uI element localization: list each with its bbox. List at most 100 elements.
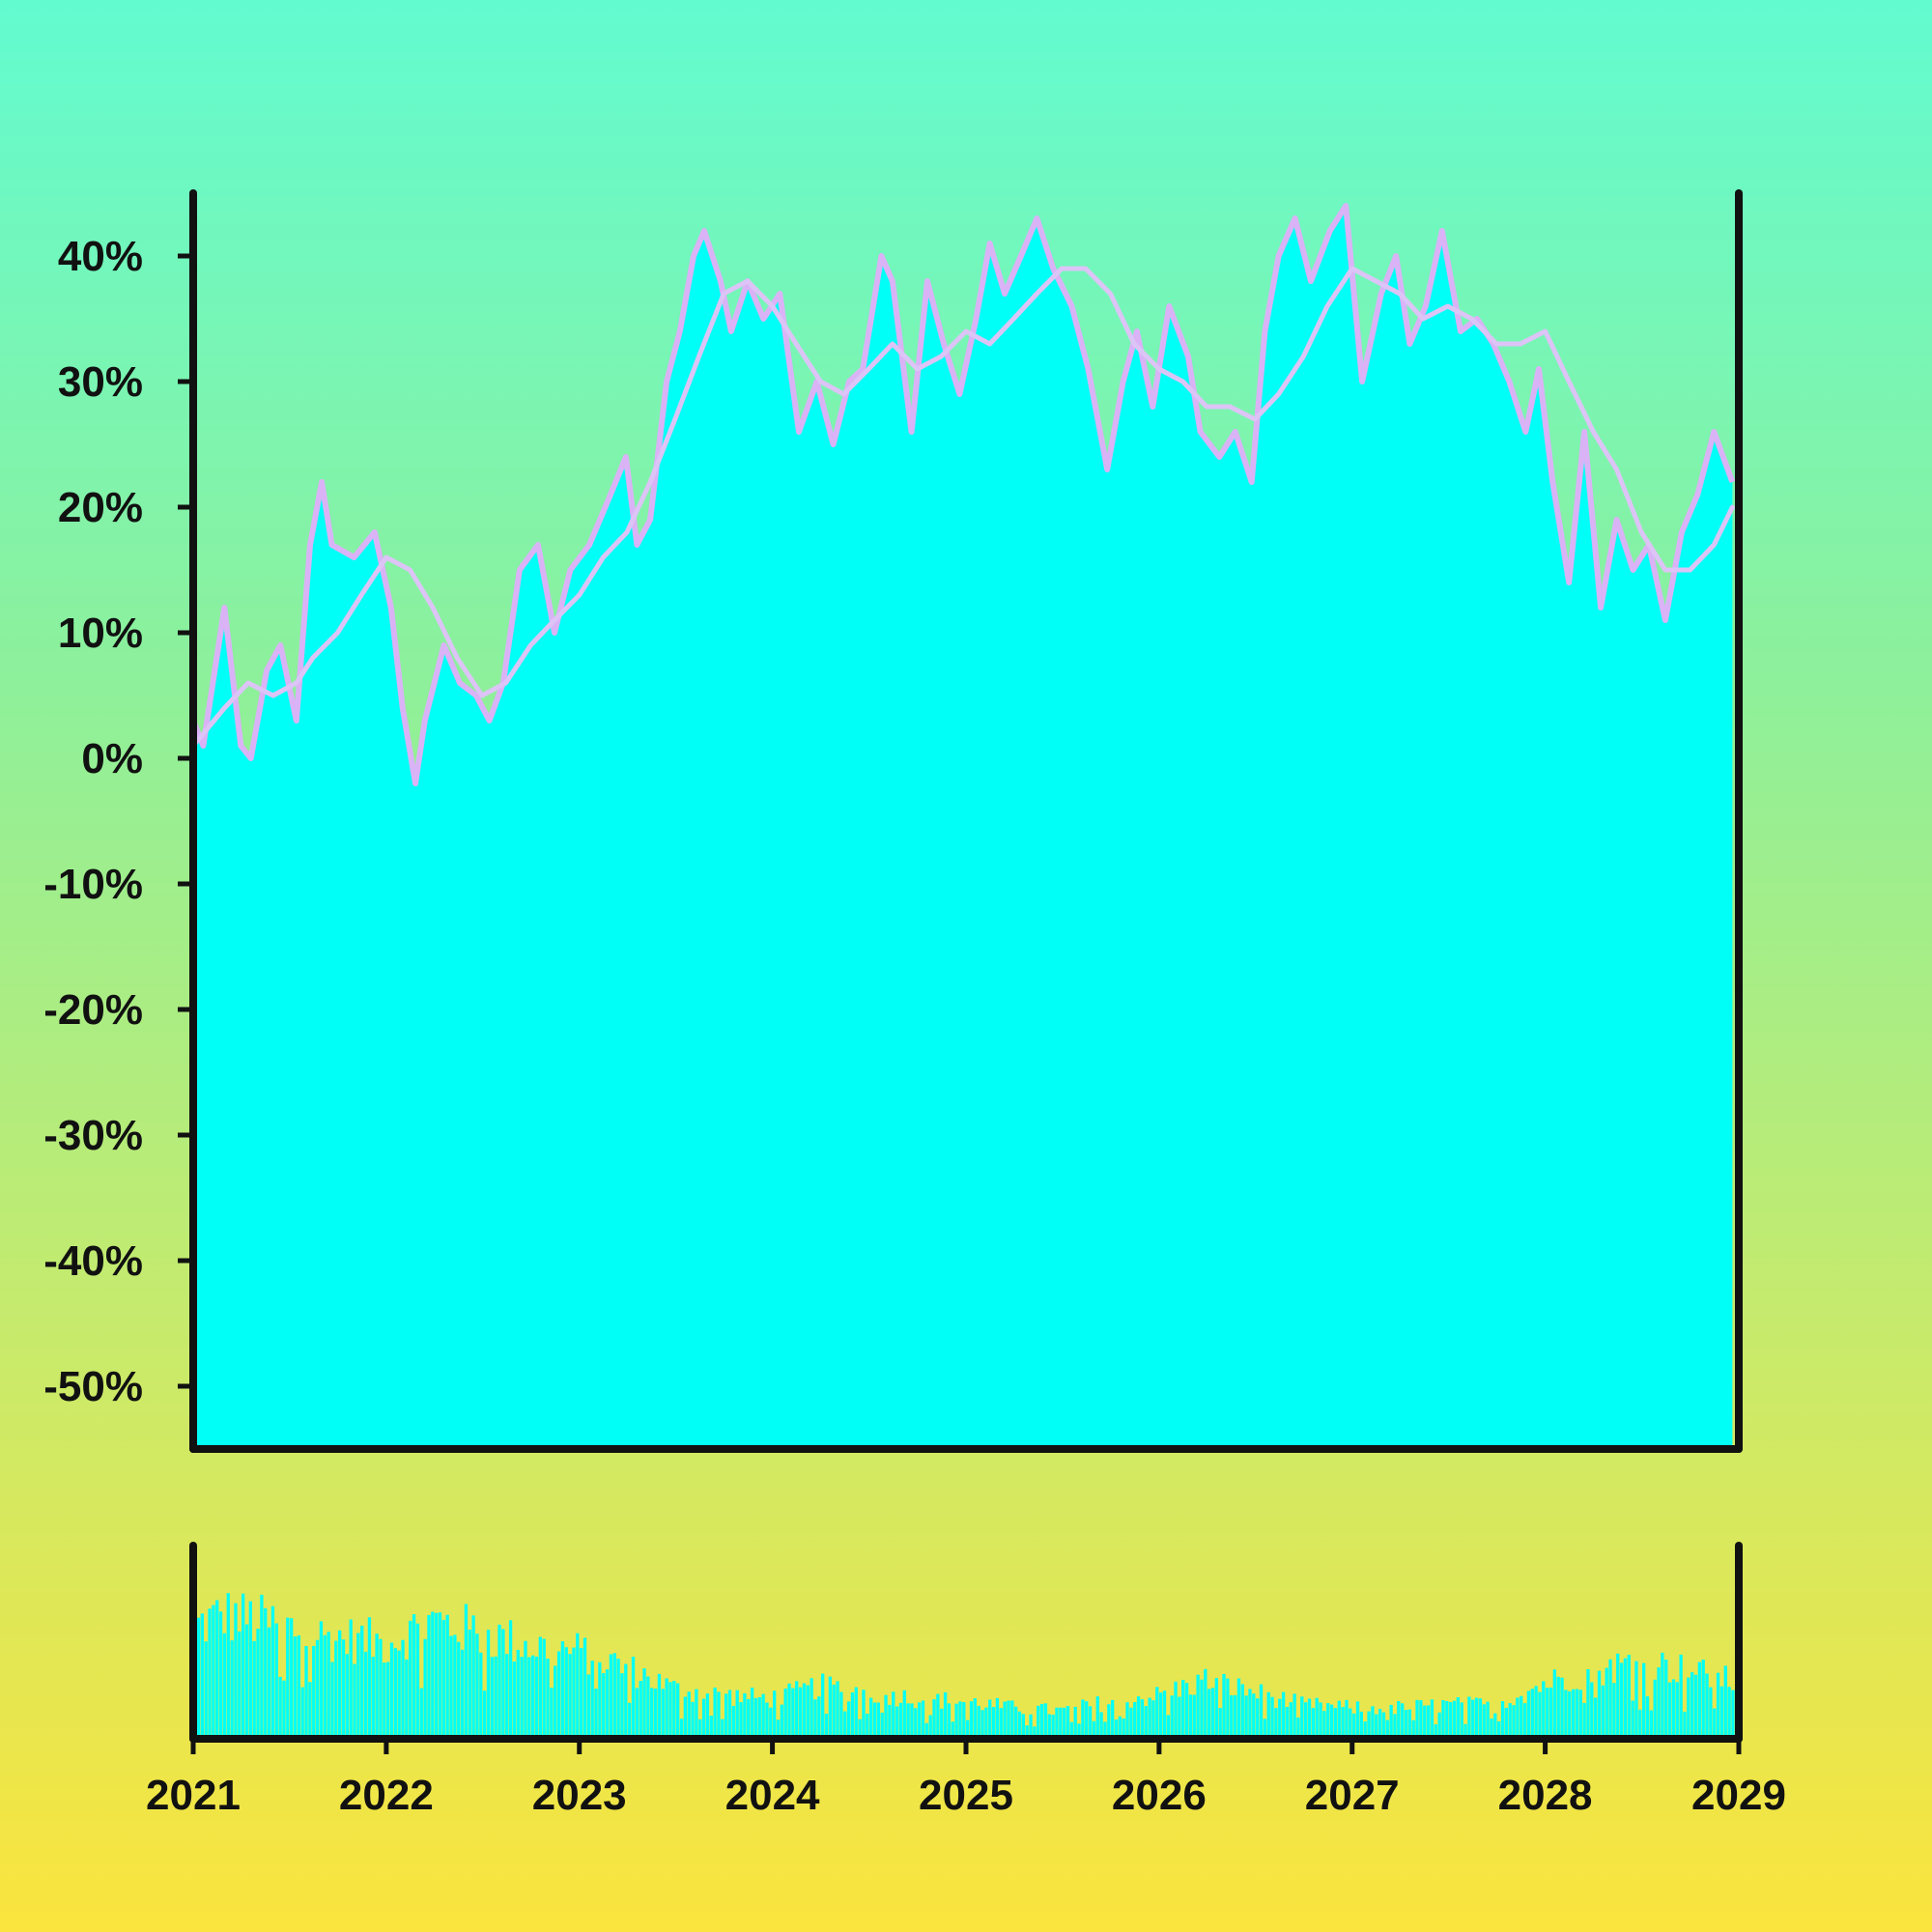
volume-bar — [312, 1645, 316, 1739]
volume-bar — [977, 1705, 980, 1739]
volume-bar — [564, 1647, 568, 1739]
volume-bar — [876, 1702, 880, 1739]
volume-bar — [1683, 1711, 1687, 1739]
volume-bar — [1077, 1723, 1081, 1739]
volume-bar — [196, 1617, 201, 1739]
volume-bar — [1144, 1706, 1148, 1739]
x-tick-label: 2029 — [1691, 1772, 1786, 1819]
volume-bar — [924, 1722, 928, 1739]
volume-bar — [1385, 1719, 1389, 1739]
volume-bar — [936, 1693, 940, 1739]
volume-bar — [401, 1639, 405, 1739]
volume-bar — [212, 1605, 215, 1739]
volume-bar — [1631, 1700, 1634, 1739]
volume-bar — [297, 1635, 300, 1739]
volume-bar — [576, 1633, 580, 1739]
volume-bar — [1007, 1700, 1010, 1739]
volume-bar — [1349, 1708, 1352, 1739]
x-tick-label: 2023 — [532, 1772, 627, 1819]
volume-bar — [423, 1638, 427, 1739]
volume-bar — [244, 1624, 249, 1739]
volume-bar — [1233, 1694, 1237, 1739]
volume-bar — [1482, 1704, 1486, 1739]
volume-bar — [1404, 1710, 1408, 1739]
volume-bar — [717, 1691, 721, 1739]
volume-bar — [1039, 1703, 1044, 1739]
volume-bar — [282, 1680, 286, 1739]
volume-bar — [1575, 1689, 1579, 1739]
volume-bar — [1337, 1700, 1341, 1739]
volume-bar — [1401, 1703, 1405, 1739]
volume-bar — [1693, 1674, 1698, 1739]
volume-bar — [1441, 1700, 1445, 1739]
volume-bar — [215, 1600, 219, 1739]
volume-bar — [1504, 1707, 1508, 1739]
volume-bar — [590, 1661, 594, 1739]
volume-bar — [460, 1649, 465, 1739]
volume-bar — [208, 1608, 212, 1739]
volume-bar — [839, 1691, 843, 1739]
volume-bar — [1642, 1662, 1646, 1739]
x-axis-ticks: 2021 2022 2023 2024 2025 2026 2027 2028 2029 — [146, 1739, 1786, 1819]
volume-bar — [757, 1697, 761, 1739]
volume-bar — [612, 1653, 616, 1739]
volume-bar — [542, 1638, 546, 1739]
volume-bar — [1612, 1683, 1616, 1739]
volume-bar — [1556, 1676, 1560, 1739]
volume-bar — [1657, 1667, 1661, 1739]
price-area — [193, 206, 1733, 1449]
volume-bar — [679, 1719, 684, 1739]
volume-bar — [520, 1657, 524, 1739]
volume-bar — [846, 1701, 851, 1739]
volume-bar — [1653, 1679, 1657, 1739]
volume-bar — [379, 1638, 383, 1739]
volume-bars — [193, 1593, 1739, 1739]
volume-bar — [1029, 1714, 1033, 1739]
volume-bar — [914, 1708, 918, 1739]
volume-bar — [1393, 1714, 1397, 1739]
volume-bar — [616, 1659, 620, 1739]
volume-bar — [1605, 1667, 1608, 1739]
volume-bar — [278, 1676, 282, 1739]
volume-bar — [1582, 1702, 1586, 1739]
volume-bar — [1493, 1713, 1497, 1739]
volume-bar — [739, 1702, 743, 1739]
volume-bar — [817, 1696, 821, 1739]
volume-bar — [1248, 1689, 1252, 1739]
volume-bar — [338, 1630, 342, 1739]
volume-bar — [1486, 1701, 1490, 1739]
volume-bar — [556, 1651, 561, 1739]
volume-bar — [1687, 1677, 1690, 1739]
volume-bar — [902, 1690, 906, 1739]
volume-bar — [1667, 1682, 1672, 1739]
volume-bar — [290, 1618, 294, 1739]
volume-bar — [1623, 1658, 1628, 1739]
volume-bar — [892, 1691, 895, 1739]
volume-bar — [973, 1698, 977, 1739]
volume-bar — [234, 1603, 238, 1739]
volume-bar — [721, 1719, 724, 1739]
x-tick-label: 2025 — [919, 1772, 1013, 1819]
volume-bar — [1675, 1682, 1679, 1739]
volume-bar — [345, 1654, 349, 1739]
volume-bar — [776, 1719, 781, 1739]
volume-bar — [330, 1662, 334, 1739]
volume-bar — [1671, 1679, 1676, 1739]
volume-bar — [1293, 1693, 1296, 1739]
volume-bar — [753, 1697, 758, 1739]
volume-bar — [787, 1683, 791, 1739]
volume-bar — [1616, 1653, 1620, 1739]
volume-bar — [256, 1629, 260, 1739]
volume-bar — [427, 1614, 431, 1739]
volume-bar — [769, 1707, 773, 1739]
x-tick-label: 2021 — [146, 1772, 241, 1819]
volume-bar — [1278, 1698, 1282, 1739]
volume-bar — [1649, 1710, 1653, 1739]
volume-bar — [791, 1688, 795, 1739]
volume-bar — [1381, 1712, 1386, 1739]
volume-bar — [1389, 1704, 1393, 1739]
volume-bar — [1500, 1701, 1505, 1739]
volume-bar — [1467, 1696, 1471, 1739]
